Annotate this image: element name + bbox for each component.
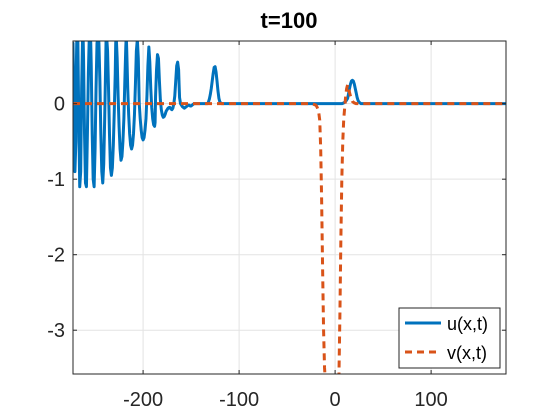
y-tick-label: -3	[47, 320, 65, 342]
legend-label-v: v(x,t)	[447, 343, 487, 363]
y-tick-label: -2	[47, 245, 65, 267]
y-tick-label: 0	[54, 94, 65, 116]
series-line-v	[73, 83, 506, 374]
axis-ticks: -200 -100 0 100 -3 -2 -1 0	[47, 41, 506, 411]
legend-label-u: u(x,t)	[447, 314, 488, 334]
chart-title: t=100	[261, 8, 318, 33]
x-tick-label: -100	[219, 389, 259, 411]
series-lines	[73, 41, 506, 374]
legend[interactable]: u(x,t) v(x,t)	[398, 307, 501, 369]
x-tick-label: -200	[123, 389, 163, 411]
series-line-u	[73, 41, 506, 189]
x-tick-label: 100	[414, 389, 447, 411]
y-tick-label: -1	[47, 169, 65, 191]
axes-box	[72, 40, 507, 375]
x-tick-label: 0	[330, 389, 341, 411]
legend-box	[398, 307, 501, 369]
